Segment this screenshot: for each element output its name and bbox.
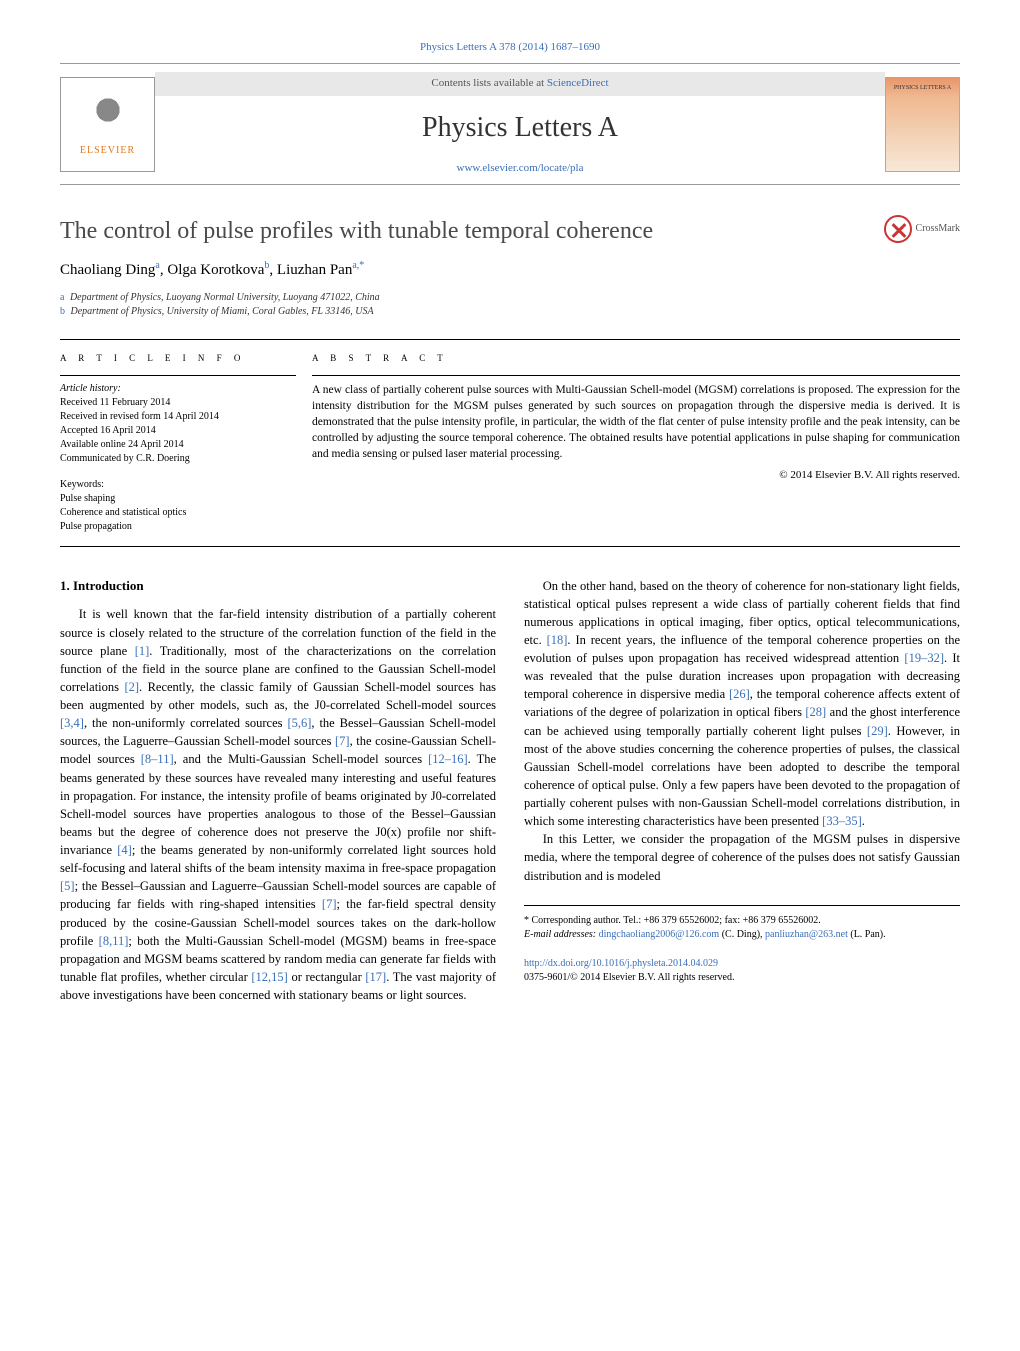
journal-ref-link[interactable]: Physics Letters A 378 (2014) 1687–1690: [420, 41, 600, 53]
email-link-2[interactable]: panliuzhan@263.net: [765, 929, 848, 940]
page: Physics Letters A 378 (2014) 1687–1690 E…: [0, 0, 1020, 1044]
elsevier-tree-icon: [83, 90, 133, 140]
email-who-1: (C. Ding): [722, 929, 760, 940]
history-item: Accepted 16 April 2014: [60, 424, 296, 438]
article-title: The control of pulse profiles with tunab…: [60, 215, 653, 249]
author-1: Chaoliang Dinga: [60, 262, 160, 278]
elsevier-label: ELSEVIER: [80, 144, 135, 158]
author-1-aff[interactable]: a: [155, 262, 159, 278]
journal-url: www.elsevier.com/locate/pla: [155, 161, 885, 176]
keyword: Pulse shaping: [60, 492, 296, 506]
cover-thumbnail: PHYSICS LETTERS A: [885, 77, 960, 172]
info-abstract-block: A R T I C L E I N F O Article history: R…: [60, 339, 960, 547]
article-info-heading: A R T I C L E I N F O: [60, 352, 296, 365]
history-item: Received in revised form 14 April 2014: [60, 410, 296, 424]
email-link-1[interactable]: dingchaoliang2006@126.com: [599, 929, 720, 940]
history-item: Received 11 February 2014: [60, 396, 296, 410]
author-2: Olga Korotkovab: [167, 262, 269, 278]
contents-prefix: Contents lists available at: [431, 77, 546, 89]
article-history: Article history: Received 11 February 20…: [60, 375, 296, 466]
affiliation-a: a Department of Physics, Luoyang Normal …: [60, 291, 960, 305]
abstract-column: A B S T R A C T A new class of partially…: [312, 340, 960, 546]
abstract-copyright: © 2014 Elsevier B.V. All rights reserved…: [312, 468, 960, 483]
keyword: Coherence and statistical optics: [60, 506, 296, 520]
title-row: The control of pulse profiles with tunab…: [60, 215, 960, 249]
footer-block: * Corresponding author. Tel.: +86 379 65…: [524, 905, 960, 986]
corresponding-author: * Corresponding author. Tel.: +86 379 65…: [524, 914, 960, 929]
journal-reference: Physics Letters A 378 (2014) 1687–1690: [60, 40, 960, 55]
abstract-heading: A B S T R A C T: [312, 352, 960, 365]
emails-label: E-mail addresses:: [524, 929, 596, 940]
author-3-aff[interactable]: a,*: [352, 262, 364, 278]
body-columns: 1. Introduction It is well known that th…: [60, 577, 960, 1005]
issn-line: 0375-9601/© 2014 Elsevier B.V. All right…: [524, 972, 734, 983]
abstract-text: A new class of partially coherent pulse …: [312, 382, 960, 462]
header-mid: Contents lists available at ScienceDirec…: [155, 72, 885, 176]
author-2-aff[interactable]: b: [264, 262, 269, 278]
body-para-3: In this Letter, we consider the propagat…: [524, 830, 960, 884]
author-3: Liuzhan Pana,*: [277, 262, 364, 278]
doi-block: http://dx.doi.org/10.1016/j.physleta.201…: [524, 957, 960, 986]
history-item: Available online 24 April 2014: [60, 438, 296, 452]
contents-line: Contents lists available at ScienceDirec…: [155, 72, 885, 95]
authors-line: Chaoliang Dinga, Olga Korotkovab, Liuzha…: [60, 259, 960, 281]
cover-label: PHYSICS LETTERS A: [894, 84, 951, 92]
affiliation-b: b Department of Physics, University of M…: [60, 305, 960, 319]
body-para-1: It is well known that the far-field inte…: [60, 605, 496, 1004]
history-label: Article history:: [60, 382, 296, 396]
crossmark-badge[interactable]: CrossMark: [884, 215, 960, 243]
crossmark-icon: [884, 215, 912, 243]
keyword: Pulse propagation: [60, 520, 296, 534]
emails-line: E-mail addresses: dingchaoliang2006@126.…: [524, 928, 960, 943]
crossmark-label: CrossMark: [916, 222, 960, 236]
elsevier-logo: ELSEVIER: [60, 77, 155, 172]
body-para-2: On the other hand, based on the theory o…: [524, 577, 960, 831]
journal-title: Physics Letters A: [155, 108, 885, 147]
article-info-column: A R T I C L E I N F O Article history: R…: [60, 340, 312, 546]
intro-heading: 1. Introduction: [60, 577, 496, 596]
affiliations: a Department of Physics, Luoyang Normal …: [60, 291, 960, 319]
keywords-label: Keywords:: [60, 478, 296, 492]
email-who-2: (L. Pan): [850, 929, 883, 940]
keywords-block: Keywords: Pulse shaping Coherence and st…: [60, 478, 296, 534]
sciencedirect-link[interactable]: ScienceDirect: [547, 77, 609, 89]
doi-link[interactable]: http://dx.doi.org/10.1016/j.physleta.201…: [524, 958, 718, 969]
journal-url-link[interactable]: www.elsevier.com/locate/pla: [457, 162, 584, 174]
header-band: ELSEVIER Contents lists available at Sci…: [60, 63, 960, 185]
abstract-block: A new class of partially coherent pulse …: [312, 375, 960, 484]
history-item: Communicated by C.R. Doering: [60, 452, 296, 466]
